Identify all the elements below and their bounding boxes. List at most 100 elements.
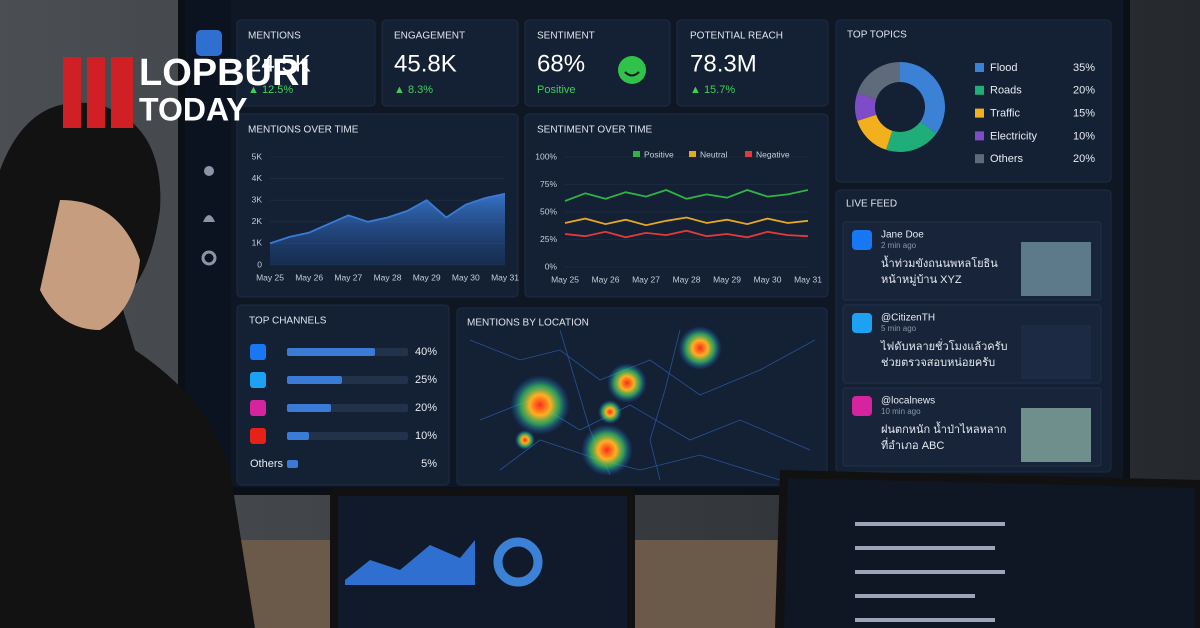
legend-swatch — [975, 108, 984, 118]
line — [564, 189, 809, 202]
x-tick-label: May 28 — [374, 272, 402, 282]
laptop-table-rows — [855, 522, 1005, 622]
card-title: TOP CHANNELS — [249, 316, 327, 327]
hotspot — [581, 424, 633, 476]
x-tick-label: May 25 — [551, 274, 579, 284]
post-time: 2 min ago — [881, 241, 917, 250]
pie-slice — [900, 62, 945, 134]
card-title: MENTIONS OVER TIME — [248, 125, 359, 136]
y-tick-label: 4K — [252, 173, 263, 183]
legend-label: Flood — [990, 62, 1018, 74]
legend-value: 20% — [1073, 153, 1095, 165]
x-tick-label: May 27 — [334, 272, 362, 282]
hotspot — [510, 375, 570, 435]
sidebar-active-icon[interactable] — [196, 30, 222, 56]
post-text: หน้าหมู่บ้าน XYZ — [881, 274, 962, 286]
post-author: Jane Doe — [881, 230, 924, 241]
legend-swatch — [633, 151, 640, 157]
logo-text: LOPBURI — [139, 52, 310, 94]
card — [676, 19, 829, 107]
y-tick-label: 5K — [252, 151, 263, 161]
post-text: ช่วยตรวจสอบหน่อยครับ — [881, 357, 995, 369]
legend-label: Neutral — [700, 149, 728, 159]
x-tick-label: May 26 — [592, 274, 620, 284]
x-tick-label: May 31 — [794, 274, 822, 284]
card-title: MENTIONS BY LOCATION — [467, 318, 589, 329]
laptop-left-screen — [338, 496, 627, 628]
y-tick-label: 100% — [535, 151, 557, 161]
kpi-value: 45.8K — [394, 50, 457, 77]
legend-label: Roads — [990, 85, 1022, 97]
card-title: SENTIMENT OVER TIME — [537, 125, 653, 136]
laptop-area — [345, 540, 475, 585]
y-tick-label: 75% — [540, 179, 557, 189]
bar-label: 40% — [415, 346, 437, 358]
kpi-change: ▲ 8.3% — [394, 84, 433, 96]
card-title: LIVE FEED — [846, 199, 897, 210]
line — [564, 229, 809, 239]
legend-value: 10% — [1073, 130, 1095, 142]
legend-swatch — [975, 154, 984, 164]
x-tick-label: May 31 — [491, 272, 519, 282]
kpi-value: 24.5K — [248, 50, 311, 77]
card — [524, 113, 829, 298]
kpi-value: 68% — [537, 50, 585, 77]
platform-icon — [852, 313, 872, 333]
bar-label: 10% — [415, 430, 437, 442]
smiley-mouth — [624, 71, 640, 77]
card — [524, 19, 671, 107]
post-text: น้ำท่วมขังถนนพหลโยธิน — [881, 255, 998, 270]
x-tick-label: May 25 — [256, 272, 284, 282]
channel-icon — [250, 400, 266, 416]
kpi-label: POTENTIAL REACH — [690, 31, 783, 42]
hotspot — [678, 326, 722, 370]
legend-label: Negative — [756, 149, 790, 159]
pie-slice — [857, 62, 900, 100]
x-tick-label: May 29 — [413, 272, 441, 282]
bar-label: 25% — [415, 374, 437, 386]
kpi-value: 78.3M — [690, 50, 757, 77]
line — [269, 192, 506, 245]
post-text: ที่อำเภอ ABC — [881, 437, 944, 452]
post-time: 5 min ago — [881, 324, 917, 333]
y-tick-label: 50% — [540, 206, 557, 216]
post-author: @localnews — [881, 396, 935, 407]
card — [236, 19, 376, 107]
post-image — [1021, 408, 1091, 462]
logo-bar — [111, 57, 133, 128]
x-tick-label: May 30 — [452, 272, 480, 282]
hotspot — [598, 400, 622, 424]
legend-swatch — [745, 151, 752, 157]
kpi-label: MENTIONS — [248, 31, 301, 42]
x-tick-label: May 29 — [713, 274, 741, 284]
legend-value: 20% — [1073, 85, 1095, 97]
settings-icon[interactable] — [201, 250, 217, 266]
x-tick-label: May 28 — [673, 274, 701, 284]
heatmap — [510, 326, 722, 476]
post-text: ฝนตกหนัก น้ำป่าไหลหลาก — [881, 421, 1006, 436]
legend-value: 35% — [1073, 62, 1095, 74]
bell-icon[interactable] — [203, 215, 215, 222]
bar — [287, 432, 309, 440]
legend-swatch — [975, 63, 984, 72]
legend-swatch — [975, 131, 984, 141]
logo-bar — [87, 57, 105, 128]
logo-bar — [63, 57, 81, 128]
bar-label: 5% — [421, 458, 437, 470]
bar — [287, 460, 298, 468]
legend-swatch — [975, 85, 984, 95]
kpi-change: ▲ 15.7% — [690, 84, 735, 96]
legend-label: Electricity — [990, 130, 1038, 142]
post-image — [1021, 242, 1091, 296]
bar — [287, 376, 342, 384]
channel-icon — [250, 372, 266, 388]
user-icon[interactable] — [204, 166, 214, 176]
y-tick-label: 2K — [252, 216, 263, 226]
x-tick-label: May 30 — [754, 274, 782, 284]
bar — [287, 404, 331, 412]
channel-icon — [250, 428, 266, 444]
laptop-right-screen — [784, 478, 1195, 628]
kpi-change: ▲ 12.5% — [248, 84, 293, 96]
post-author: @CitizenTH — [881, 313, 935, 324]
